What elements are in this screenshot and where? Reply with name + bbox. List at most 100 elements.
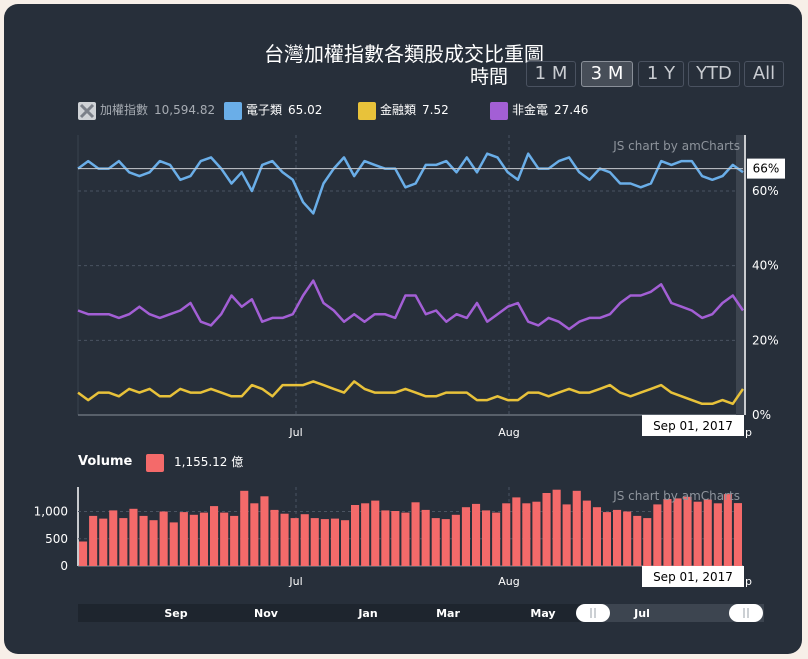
volume-bar [320,519,329,566]
cursor-value-text: 66% [753,162,780,176]
volume-bar [300,514,309,566]
volume-bar [703,499,712,566]
volume-bar [602,512,611,566]
volume-bar [159,511,168,566]
series-line-金融類 [77,380,745,406]
legend-swatch [146,453,164,472]
volume-bar [149,520,158,566]
x-tick-fragment: p [745,426,752,439]
legend-swatch [358,101,376,120]
legend-item-finance[interactable]: 金融類 7.52 [358,100,449,120]
chart-credit: JS chart by amCharts [612,489,740,503]
volume-bar [683,496,692,566]
y-tick-label: 40% [752,259,779,273]
period-button-3m[interactable]: 3 M [581,61,633,87]
volume-bar [733,503,742,566]
scrollbar-month-label: Nov [254,607,279,620]
volume-bar [723,494,732,566]
volume-bar [512,497,521,566]
series-line-非金電 [77,279,745,331]
volume-bar [482,510,491,566]
cursor-date-label: Sep 01, 2017 [642,415,744,436]
volume-bar [341,520,350,566]
chart-credit: JS chart by amCharts [612,139,740,153]
legend-item-electronics[interactable]: 電子類 65.02 [224,100,322,120]
value-scrollbar[interactable] [736,135,744,415]
scrollbar-month-label: Jan [357,607,377,620]
y-tick-label: 0 [60,559,68,573]
volume-bar [189,514,198,566]
period-button-ytd[interactable]: YTD [688,61,740,87]
volume-bar [260,496,269,566]
volume-bar [210,506,219,566]
volume-bar [79,541,88,566]
volume-bar [653,504,662,566]
legend-label: 非金電 [512,103,549,117]
volume-bar [401,512,410,566]
legend-swatch [490,101,508,120]
y-tick-label: 60% [752,184,779,198]
volume-bar [713,503,722,566]
volume-bar [613,509,622,566]
legend-value: 10,594.82 [154,103,216,117]
date-scrollbar[interactable]: Sep Nov Jan Mar May Jul [78,604,764,622]
volume-bar [330,518,339,566]
period-label: 時間 [470,66,509,88]
cursor-date-text: Sep 01, 2017 [653,570,733,584]
volume-legend-title: Volume [78,454,133,469]
volume-bar [451,514,460,566]
volume-bar [310,518,319,566]
volume-bar [89,515,98,566]
volume-bar [492,512,501,566]
volume-bar [542,493,551,566]
x-tick-label: Jul [288,426,302,439]
volume-bar [351,505,360,566]
top-panel: 0% 20% 40% 60% JS chart by amCharts Jul Aug… [77,135,785,439]
period-button-1y[interactable]: 1 Y [638,61,684,87]
scrollbar-grip-right[interactable] [729,604,763,622]
volume-legend-item[interactable]: 1,155.12 億 [146,452,243,472]
x-tick-label: Aug [498,575,519,588]
volume-bar [199,512,208,566]
x-tick-label: Jul [288,575,302,588]
volume-bar [250,503,259,566]
volume-bar [169,522,178,566]
scrollbar-grip-left[interactable] [576,604,610,622]
volume-bar [522,503,531,566]
scrollbar-selection[interactable] [594,604,764,622]
legend-item-taiex[interactable]: 加權指數 10,594.82 [78,100,215,120]
volume-bar [472,503,481,566]
volume-bar [119,518,128,566]
legend-label: 加權指數 [100,103,149,117]
hidden-x-icon [78,101,96,120]
legend-item-non-fin-elec[interactable]: 非金電 27.46 [490,100,588,120]
volume-bar [179,512,188,566]
legend-swatch [224,101,242,120]
cursor-date-text: Sep 01, 2017 [653,419,733,433]
volume-bar [230,515,239,566]
x-tick-fragment: p [745,575,752,588]
cursor-value-label: 66% [747,158,785,179]
scrollbar-month-label: Mar [436,607,460,620]
period-button-1m[interactable]: 1 M [526,61,576,87]
volume-bar [623,511,632,566]
period-button-all[interactable]: All [744,61,784,87]
scrollbar-month-label: May [530,607,555,620]
volume-bar [562,504,571,566]
volume-bar [270,509,279,566]
y-tick-label: 1,000 [34,505,68,519]
y-tick-label: 0% [752,408,771,422]
volume-bar [129,508,138,566]
volume-bar [411,502,420,566]
chart-title: 台灣加權指數各類股成交比重圖 [264,42,544,66]
legend-value: 7.52 [422,103,449,117]
volume-bar [502,503,511,566]
volume-bar [441,519,450,566]
volume-bar [663,499,672,566]
volume-bar [572,490,581,566]
y-tick-label: 500 [45,532,68,546]
x-tick-label: Aug [498,426,519,439]
volume-bar [552,489,561,566]
volume-bar [461,507,470,566]
